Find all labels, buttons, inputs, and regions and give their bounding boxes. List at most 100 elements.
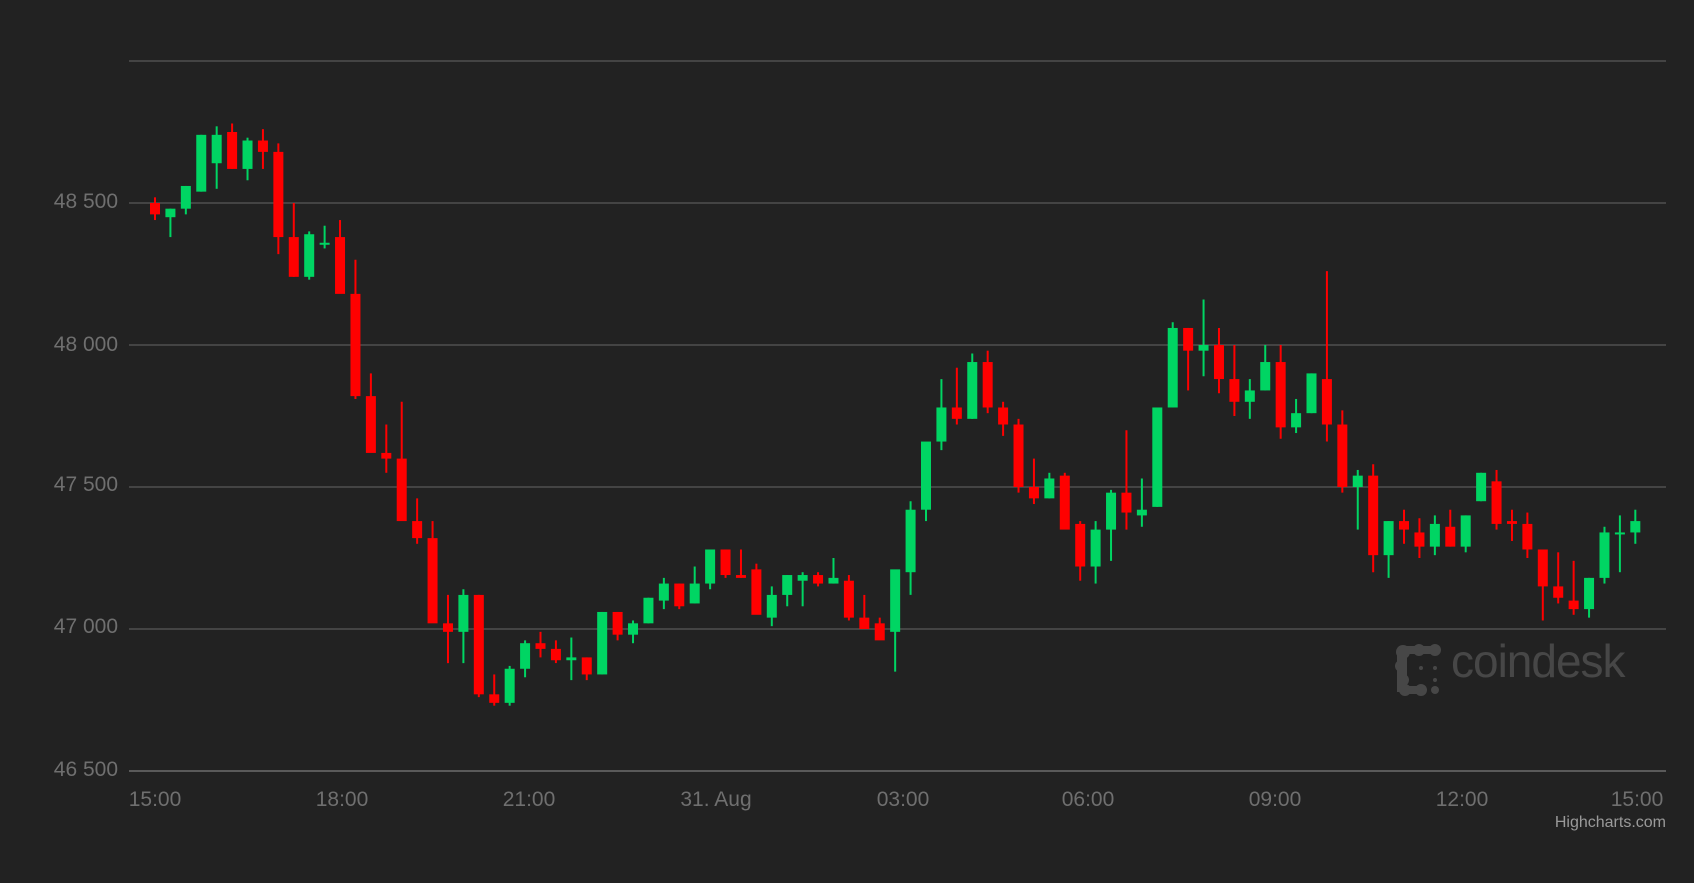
- candle[interactable]: [674, 583, 685, 610]
- candle[interactable]: [288, 203, 299, 277]
- candle[interactable]: [150, 197, 160, 221]
- candle[interactable]: [813, 572, 824, 587]
- x-tick-0300: 03:00: [876, 788, 930, 811]
- candle[interactable]: [566, 637, 577, 681]
- candle[interactable]: [1275, 345, 1286, 439]
- candle[interactable]: [427, 521, 438, 624]
- candle[interactable]: [1136, 478, 1147, 527]
- candle[interactable]: [1291, 398, 1302, 434]
- candle[interactable]: [1183, 327, 1194, 391]
- candle[interactable]: [874, 617, 885, 641]
- candle[interactable]: [1198, 299, 1209, 377]
- candle[interactable]: [1599, 526, 1610, 584]
- candle[interactable]: [1229, 345, 1240, 416]
- candle[interactable]: [581, 657, 592, 681]
- candle[interactable]: [1121, 430, 1132, 530]
- candle[interactable]: [612, 611, 623, 641]
- candle[interactable]: [1429, 515, 1440, 556]
- candle[interactable]: [766, 586, 777, 627]
- candle[interactable]: [1044, 472, 1055, 499]
- candle[interactable]: [550, 640, 561, 664]
- candle[interactable]: [304, 231, 315, 280]
- candle[interactable]: [998, 401, 1009, 436]
- candle[interactable]: [1383, 521, 1394, 578]
- candle[interactable]: [504, 665, 515, 706]
- candle[interactable]: [1013, 418, 1024, 493]
- candle[interactable]: [1568, 560, 1579, 615]
- candle[interactable]: [1537, 549, 1548, 621]
- candle[interactable]: [1075, 521, 1086, 581]
- candle[interactable]: [643, 597, 654, 624]
- candle[interactable]: [396, 401, 407, 522]
- candle[interactable]: [905, 501, 916, 595]
- candle[interactable]: [1630, 509, 1641, 544]
- candle[interactable]: [1028, 458, 1039, 505]
- candle[interactable]: [242, 137, 253, 181]
- candle[interactable]: [658, 577, 669, 610]
- candle[interactable]: [1260, 345, 1271, 391]
- candle[interactable]: [689, 566, 700, 604]
- candle[interactable]: [782, 575, 793, 607]
- candle[interactable]: [1352, 469, 1363, 530]
- candle[interactable]: [1399, 509, 1410, 544]
- candle[interactable]: [951, 367, 962, 425]
- candle[interactable]: [1460, 515, 1471, 553]
- candle[interactable]: [442, 594, 453, 664]
- candle[interactable]: [1152, 407, 1163, 507]
- candle[interactable]: [381, 424, 392, 473]
- candle[interactable]: [1491, 469, 1502, 530]
- candle[interactable]: [1522, 512, 1533, 558]
- candle[interactable]: [1337, 410, 1348, 493]
- candle[interactable]: [227, 123, 238, 169]
- candle[interactable]: [1506, 509, 1517, 541]
- candle[interactable]: [597, 611, 608, 675]
- candle[interactable]: [412, 498, 423, 544]
- candle[interactable]: [735, 549, 746, 578]
- candle[interactable]: [1306, 373, 1317, 414]
- candle[interactable]: [365, 373, 376, 453]
- candle[interactable]: [1414, 518, 1425, 558]
- candle[interactable]: [967, 353, 978, 419]
- candle[interactable]: [828, 558, 839, 584]
- candle[interactable]: [1090, 521, 1101, 584]
- candle[interactable]: [751, 563, 762, 615]
- candle[interactable]: [859, 594, 870, 629]
- candle[interactable]: [335, 220, 346, 294]
- candle[interactable]: [797, 572, 808, 607]
- candle[interactable]: [257, 129, 268, 169]
- candle[interactable]: [1368, 464, 1379, 573]
- candle[interactable]: [319, 225, 330, 249]
- candle[interactable]: [535, 631, 546, 658]
- candle[interactable]: [489, 674, 500, 706]
- candle[interactable]: [1553, 552, 1564, 604]
- highcharts-credits-link[interactable]: Highcharts.com: [1554, 814, 1666, 831]
- candle[interactable]: [1213, 327, 1224, 394]
- candle[interactable]: [350, 259, 361, 399]
- candle[interactable]: [520, 640, 531, 678]
- coindesk-logo-icon: [1395, 644, 1441, 696]
- candle[interactable]: [1476, 472, 1487, 502]
- candle[interactable]: [1614, 515, 1625, 573]
- candle[interactable]: [1445, 509, 1456, 547]
- candle[interactable]: [473, 594, 484, 698]
- candle[interactable]: [720, 549, 731, 578]
- candle[interactable]: [165, 208, 176, 238]
- candle[interactable]: [180, 185, 191, 215]
- candle[interactable]: [211, 126, 222, 189]
- candle[interactable]: [1167, 322, 1178, 408]
- candle[interactable]: [921, 441, 931, 522]
- candle[interactable]: [890, 569, 901, 672]
- candle[interactable]: [196, 134, 207, 192]
- candle[interactable]: [705, 549, 716, 590]
- candle[interactable]: [273, 143, 284, 255]
- candle[interactable]: [1244, 379, 1255, 419]
- candle[interactable]: [1584, 577, 1595, 618]
- candle[interactable]: [843, 575, 854, 621]
- candle[interactable]: [982, 350, 993, 414]
- candle[interactable]: [1059, 472, 1070, 530]
- candle[interactable]: [458, 589, 469, 664]
- candle[interactable]: [1106, 489, 1117, 561]
- candle[interactable]: [628, 620, 639, 644]
- candle[interactable]: [936, 379, 947, 451]
- candle[interactable]: [1321, 271, 1332, 442]
